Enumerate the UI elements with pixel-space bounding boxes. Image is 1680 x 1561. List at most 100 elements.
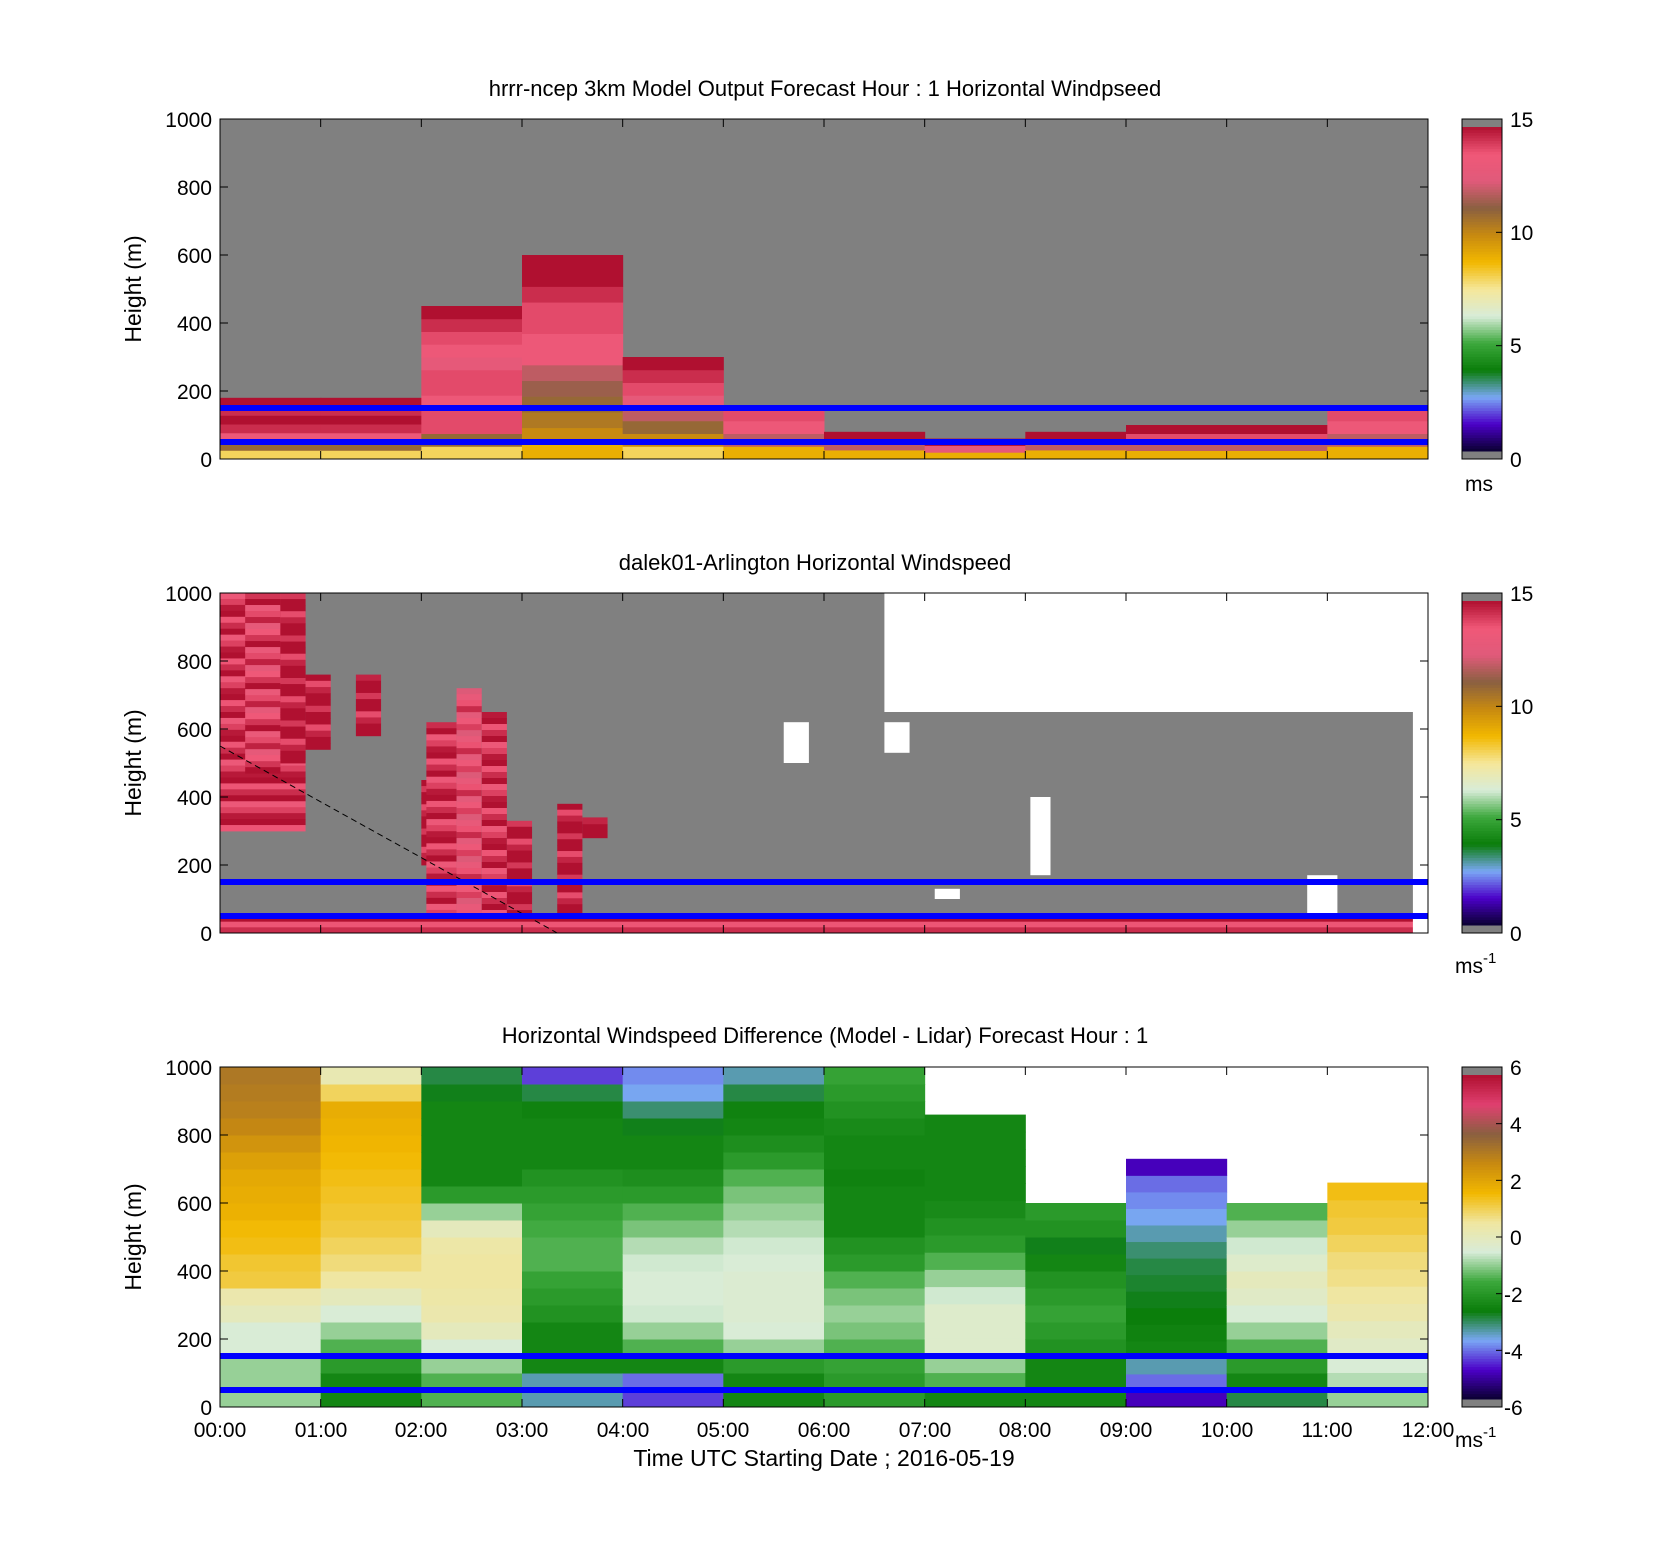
p1-cbar-tick-0: 0: [1510, 449, 1522, 472]
cell-h11-6: [1327, 1286, 1429, 1304]
cell-h2-6: [421, 1288, 523, 1306]
cbar-seg-28: [1462, 846, 1502, 850]
cell-h9-13: [1126, 1175, 1228, 1193]
p2-feature-7-band-26: [456, 844, 482, 851]
cell-h11-8: [1327, 1251, 1429, 1270]
cbar-seg-111: [1462, 622, 1502, 626]
cbar-seg-59: [1462, 289, 1502, 293]
cell-h0-11: [220, 1203, 322, 1221]
cell-h1-6: [320, 1288, 422, 1306]
cell-h0-4: [220, 1322, 322, 1340]
cell-h2-8: [421, 344, 523, 358]
p2-feature-1-band-9: [245, 647, 281, 654]
cbar-seg-84: [1462, 1169, 1502, 1173]
p3-ytick-600: 600: [177, 1193, 212, 1216]
cbar-seg-92: [1462, 199, 1502, 204]
cell-h4-6: [622, 1288, 724, 1306]
cbar-seg-15: [1462, 407, 1502, 411]
cbar-seg-66: [1462, 744, 1502, 748]
cbar-seg-72: [1462, 1201, 1502, 1206]
cell-h8-7: [1025, 1271, 1127, 1289]
cbar-seg-55: [1462, 773, 1502, 777]
panel-3-y-ticks: 0 200 400 600 800 1000: [165, 1057, 212, 1420]
p3-ytick-0: 0: [200, 1397, 212, 1420]
cbar-seg-43: [1462, 1280, 1502, 1284]
cbar-seg-34: [1462, 830, 1502, 834]
cell-h6-1: [824, 440, 926, 451]
cell-h4-0: [622, 1390, 724, 1408]
cell-h4-5: [622, 1305, 724, 1323]
cbar-seg-21: [1462, 391, 1502, 395]
cell-h7-1: [924, 445, 1026, 453]
panel-1-colorbar-unit: ms: [1465, 473, 1493, 496]
cell-h11-12: [1327, 1182, 1429, 1201]
p2-feature-2-band-26: [280, 750, 306, 758]
cbar-seg-108: [1462, 630, 1502, 634]
cell-h1-3: [320, 424, 422, 434]
cell-h10-1: [1226, 442, 1328, 451]
p1-ytick-400: 400: [177, 313, 212, 336]
cbar-seg-115: [1462, 137, 1502, 141]
p2-feature-8-band-32: [481, 904, 507, 911]
p2-feature-7-band-21: [456, 814, 482, 821]
cell-h1-4: [320, 1322, 422, 1340]
cbar-seg-111: [1462, 1096, 1502, 1100]
cbar-seg-4: [1462, 1385, 1502, 1389]
cbar-seg-110: [1462, 625, 1502, 629]
cbar-seg-66: [1462, 270, 1502, 274]
cbar-seg-51: [1462, 1258, 1502, 1262]
p2-feature-2-band-15: [280, 684, 306, 691]
p2-feature-0-band-32: [220, 783, 306, 790]
panel-2-colorbar: [1461, 592, 1503, 934]
cbar-seg-10: [1462, 895, 1502, 899]
p2-feature-6-band-29: [426, 897, 457, 905]
cell-h2-11: [421, 1203, 523, 1221]
cell-h6-16: [824, 1118, 926, 1136]
panel-1-heatmap: [220, 119, 1429, 460]
cbar-seg-80: [1462, 232, 1502, 236]
cell-h2-14: [421, 1152, 523, 1170]
p2-feature-7-band-8: [456, 736, 482, 743]
p2-feature-7-band-2: [456, 700, 482, 707]
p2-feature-4-band-3: [355, 692, 382, 700]
cbar-seg-16: [1462, 1353, 1502, 1357]
p2-feature-8-band-15: [481, 802, 507, 809]
cell-h9-0: [1126, 1390, 1228, 1408]
p1-ytick-200: 200: [177, 381, 212, 404]
cell-h1-11: [320, 1203, 422, 1221]
cell-h4-3: [622, 1339, 724, 1357]
p2-feature-6-band-5: [426, 752, 457, 759]
cbar-seg-22: [1462, 1336, 1502, 1341]
cbar-seg-112: [1462, 145, 1502, 150]
cbar-seg-95: [1462, 665, 1502, 669]
panel-3-title: Horizontal Windspeed Difference (Model -…: [502, 1023, 1148, 1048]
cell-h10-4: [1226, 1322, 1328, 1340]
cbar-seg-21: [1462, 1339, 1502, 1343]
cbar-seg-79: [1462, 235, 1502, 239]
cbar-seg-57: [1462, 768, 1502, 772]
cbar-seg-18: [1462, 399, 1502, 403]
cell-h2-15: [421, 1135, 523, 1153]
cell-h10-10: [1226, 1220, 1328, 1238]
cell-h1-5: [320, 1305, 422, 1323]
cbar-seg-115: [1462, 1085, 1502, 1089]
cbar-seg-68: [1462, 1212, 1502, 1216]
panel-3-reference-lines: [220, 1353, 1428, 1393]
cbar-seg-53: [1462, 305, 1502, 309]
cbar-seg-82: [1462, 700, 1502, 705]
cbar-seg-117: [1462, 132, 1502, 136]
cbar-seg-112: [1462, 619, 1502, 624]
cell-h9-2: [1126, 433, 1228, 443]
cell-h5-10: [723, 1220, 825, 1238]
p2-feature-0-band-34: [220, 795, 306, 802]
p2-feature-8-band-17: [481, 814, 507, 821]
cbar-seg-99: [1462, 1129, 1502, 1133]
cbar-seg-50: [1462, 787, 1502, 791]
cell-h0-19: [220, 1067, 322, 1085]
cbar-seg-66: [1462, 1218, 1502, 1222]
cbar-seg-17: [1462, 402, 1502, 406]
cbar-seg-47: [1462, 321, 1502, 325]
cell-h2-8: [421, 1254, 523, 1272]
cbar-seg-73: [1462, 1199, 1502, 1203]
cbar-seg-32: [1462, 1309, 1502, 1314]
